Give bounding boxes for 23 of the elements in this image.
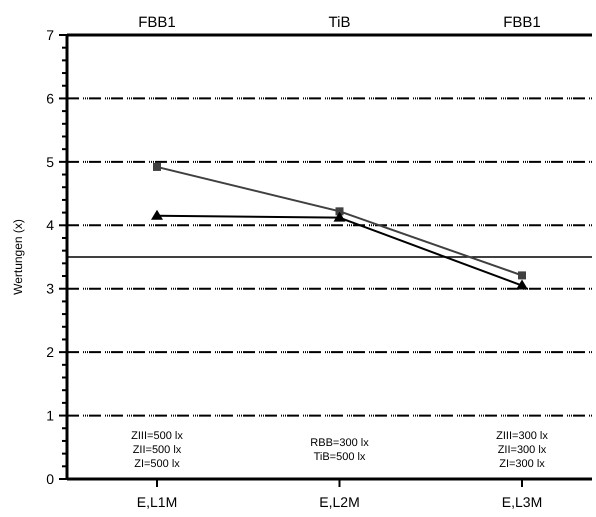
- y-tick-label: 0: [46, 470, 54, 487]
- point: [518, 271, 526, 280]
- point: [334, 212, 346, 222]
- point: [153, 162, 161, 171]
- y-tick-label: 7: [46, 26, 54, 43]
- text: FBB1: [503, 14, 541, 31]
- annotation: RBB=300 lx TiB=500 lx: [310, 437, 370, 464]
- point: [516, 280, 528, 290]
- y-tick-label: 6: [46, 90, 54, 106]
- x-tick-label: E,L1M: [136, 494, 178, 510]
- point: [151, 210, 163, 220]
- text: FBB1: [138, 14, 176, 31]
- y-tick-label: 2: [46, 344, 54, 360]
- y-tick-label: 5: [46, 154, 54, 170]
- annotation: ZIII=500 lx ZII=500 lx ZI=500 lx: [131, 430, 184, 470]
- x-tick-label: E,L3M: [502, 494, 542, 510]
- y-tick-label: 4: [46, 217, 54, 234]
- y-tick-label: 3: [46, 280, 54, 297]
- text: TiB: [328, 14, 350, 31]
- y-axis-title: Wertungen (x): [11, 219, 25, 295]
- x-tick-label: E,L2M: [319, 494, 360, 510]
- y-tick-label: 1: [46, 407, 54, 424]
- annotation: ZIII=300 lx ZII=300 lx ZI=300 lx: [496, 430, 548, 470]
